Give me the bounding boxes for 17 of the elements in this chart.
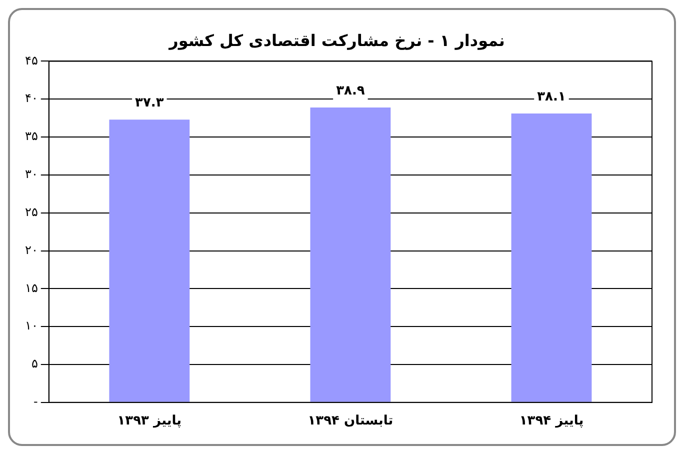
data-label: ۳۸.۹ (336, 83, 365, 98)
y-tick-label: ۴۰ (25, 91, 38, 106)
data-label: ۳۷.۳ (135, 95, 164, 110)
y-tick-label: ۲۰ (25, 242, 38, 257)
x-tick-label: پاییز ۱۳۹۳ (117, 414, 182, 429)
y-tick-label: - (34, 394, 38, 409)
y-tick-label: ۱۵ (25, 280, 38, 295)
chart-title: نمودار ۱ - نرخ مشارکت اقتصادی کل کشور (168, 30, 505, 50)
data-label: ۳۸.۱ (537, 89, 566, 104)
y-tick-label: ۳۵ (25, 129, 38, 144)
y-tick-label: ۱۰ (25, 318, 38, 333)
y-tick-label: ۲۵ (25, 204, 38, 219)
y-tick-label: ۴۵ (25, 53, 38, 68)
y-tick-label: ۵ (31, 356, 38, 371)
x-tick-label: پاییز ۱۳۹۴ (519, 414, 584, 429)
y-tick-label: ۳۰ (25, 167, 38, 182)
x-tick-label: تابستان ۱۳۹۴ (308, 414, 394, 429)
